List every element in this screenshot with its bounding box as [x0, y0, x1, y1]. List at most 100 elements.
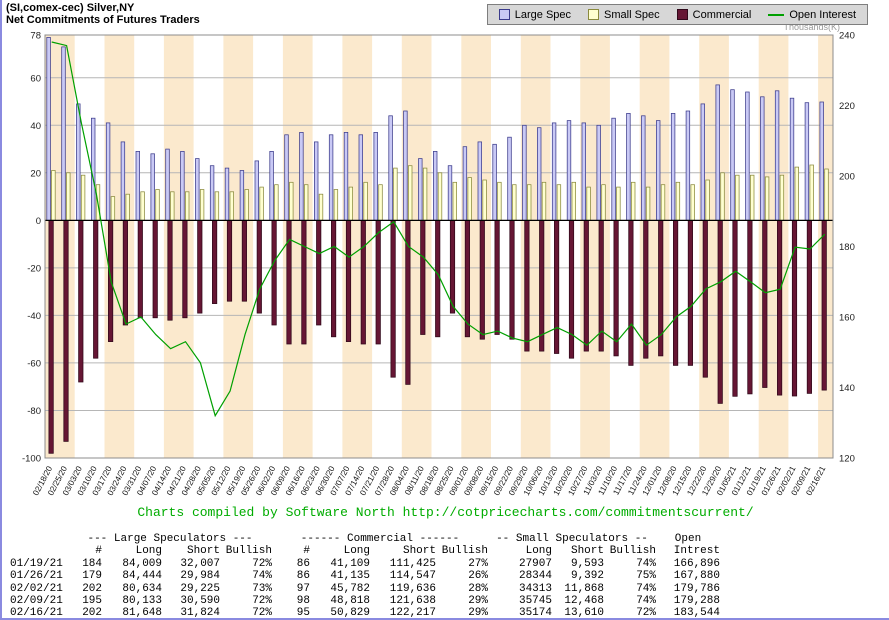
commercial-bar — [509, 220, 515, 340]
large-spec-bar — [120, 141, 126, 221]
large-spec-bar — [462, 146, 468, 221]
table-cell-value: 72% — [252, 557, 272, 570]
large-spec-bar — [403, 110, 408, 221]
small-spec-bar — [259, 186, 264, 221]
large-spec-bar — [209, 165, 215, 221]
large-spec-bar — [91, 117, 96, 221]
table-cell-value: 12,468 — [564, 595, 604, 608]
table-cell-value: 86 — [296, 570, 310, 583]
small-spec-bar — [735, 174, 740, 221]
large-spec-bar — [774, 90, 780, 221]
table-cell-value: 9,392 — [570, 570, 604, 583]
large-spec-bar — [328, 134, 334, 221]
commercial-bar — [137, 220, 143, 319]
small-spec-bar — [140, 191, 145, 221]
large-spec-bar — [685, 110, 691, 221]
legend-item-commercial: Commercial — [676, 9, 751, 21]
large-spec-bar — [656, 120, 661, 221]
large-spec-bar — [447, 165, 453, 221]
large-spec-bar — [254, 160, 259, 221]
legend-item-open-interest: Open Interest — [768, 9, 856, 21]
table-row: 01/26/21 179 84,444 29,984 74% 86 41,135 114,54… — [10, 570, 720, 582]
right-axis-unit-label: Thousands(K) — [783, 22, 840, 32]
small-spec-bar — [482, 179, 487, 221]
table-column-header: Short — [186, 545, 220, 558]
right-axis-tick-label: 240 — [839, 31, 855, 42]
right-axis-tick-label: 180 — [839, 242, 855, 253]
large-spec-bar — [760, 96, 765, 221]
large-spec-bar — [373, 132, 378, 221]
table-cell-value: 50,829 — [330, 607, 370, 620]
table-cell-value: 179,786 — [673, 582, 720, 595]
table-cell-value: 84,444 — [122, 570, 162, 583]
large-spec-bar — [269, 151, 274, 221]
legend-label: Open Interest — [789, 8, 856, 21]
commercial-bar — [524, 220, 530, 352]
commercial-bar — [777, 220, 783, 396]
table-cell-value: 75% — [636, 570, 656, 583]
table-cell-value: 97 — [296, 582, 310, 595]
table-cell-value: 84,009 — [122, 557, 162, 570]
commercial-bar — [122, 220, 128, 326]
large-spec-bar — [566, 120, 572, 221]
large-spec-bar — [789, 97, 795, 221]
left-axis-tick-label: -100 — [22, 454, 41, 465]
commercial-bar — [613, 220, 619, 357]
credit-link[interactable]: Charts compiled by Software North http:/… — [137, 505, 754, 520]
large-spec-bar — [343, 132, 349, 221]
table-cell-value: 202 — [82, 607, 102, 620]
small-spec-bar — [422, 167, 428, 221]
commercial-bar — [78, 220, 84, 383]
small-spec-bar — [571, 181, 576, 221]
commercial-bar — [628, 220, 634, 366]
commercial-bar — [539, 220, 545, 352]
table-row: 02/16/21 202 81,648 31,824 72% 95 50,829 122,21… — [10, 607, 720, 620]
legend-item-large-spec: Large Spec — [498, 9, 571, 21]
large-spec-bar — [433, 151, 438, 221]
table-cell-value: 35745 — [518, 595, 552, 608]
left-axis-tick-label: 0 — [36, 216, 41, 227]
small-spec-bar — [289, 181, 294, 221]
table-group-header: Open — [674, 533, 702, 545]
commercial-bar — [271, 220, 277, 326]
commercial-bar — [806, 220, 812, 394]
table-group-header: -- Small Speculators -- — [496, 533, 648, 545]
large-spec-bar — [819, 101, 824, 221]
table-row: 02/09/21 195 80,133 30,590 72% 98 48,818 121,63… — [10, 595, 720, 607]
table-column-header: # — [303, 545, 310, 558]
table-cell-value: 72% — [252, 607, 272, 620]
table-cell-value: 28% — [468, 582, 488, 595]
small-spec-bar — [333, 189, 339, 221]
commercial-bar — [390, 220, 396, 378]
table-cell-value: 29,225 — [180, 582, 220, 595]
table-cell-value: 183,544 — [673, 607, 720, 620]
left-axis-tick-label: -20 — [27, 263, 41, 274]
large-spec-bar — [46, 37, 51, 221]
table-cell-value: 27% — [468, 557, 488, 570]
table-column-header: Intrest — [673, 545, 720, 558]
large-spec-bar — [61, 46, 66, 221]
legend-box-swatch-icon — [498, 9, 510, 20]
table-group-header: ------ Commercial ------ — [300, 533, 460, 545]
small-spec-bar — [497, 181, 502, 221]
large-spec-bar — [804, 102, 810, 221]
right-axis-tick-label: 220 — [839, 101, 855, 112]
small-spec-bar — [51, 170, 56, 221]
small-spec-bar — [170, 191, 175, 221]
table-column-header: # — [95, 545, 102, 558]
commercial-bar — [435, 220, 441, 338]
small-spec-bar — [690, 184, 695, 221]
legend-line-swatch-icon — [768, 13, 785, 16]
table-row: 01/19/21 184 84,009 32,007 72% 86 41,109 111,42… — [10, 558, 720, 570]
large-spec-bar — [135, 151, 140, 221]
small-spec-bar — [214, 191, 220, 221]
table-cell-date: 01/26/21 — [10, 570, 63, 583]
table-column-header: Long — [525, 545, 552, 558]
left-axis-tick-label: -80 — [27, 406, 41, 417]
table-cell-value: 32,007 — [180, 557, 220, 570]
table-column-header — [10, 545, 68, 557]
large-spec-bar — [522, 124, 527, 221]
right-axis-tick-label: 120 — [839, 454, 855, 465]
table-cell-value: 167,880 — [673, 570, 720, 583]
table-cell-value: 81,648 — [122, 607, 162, 620]
